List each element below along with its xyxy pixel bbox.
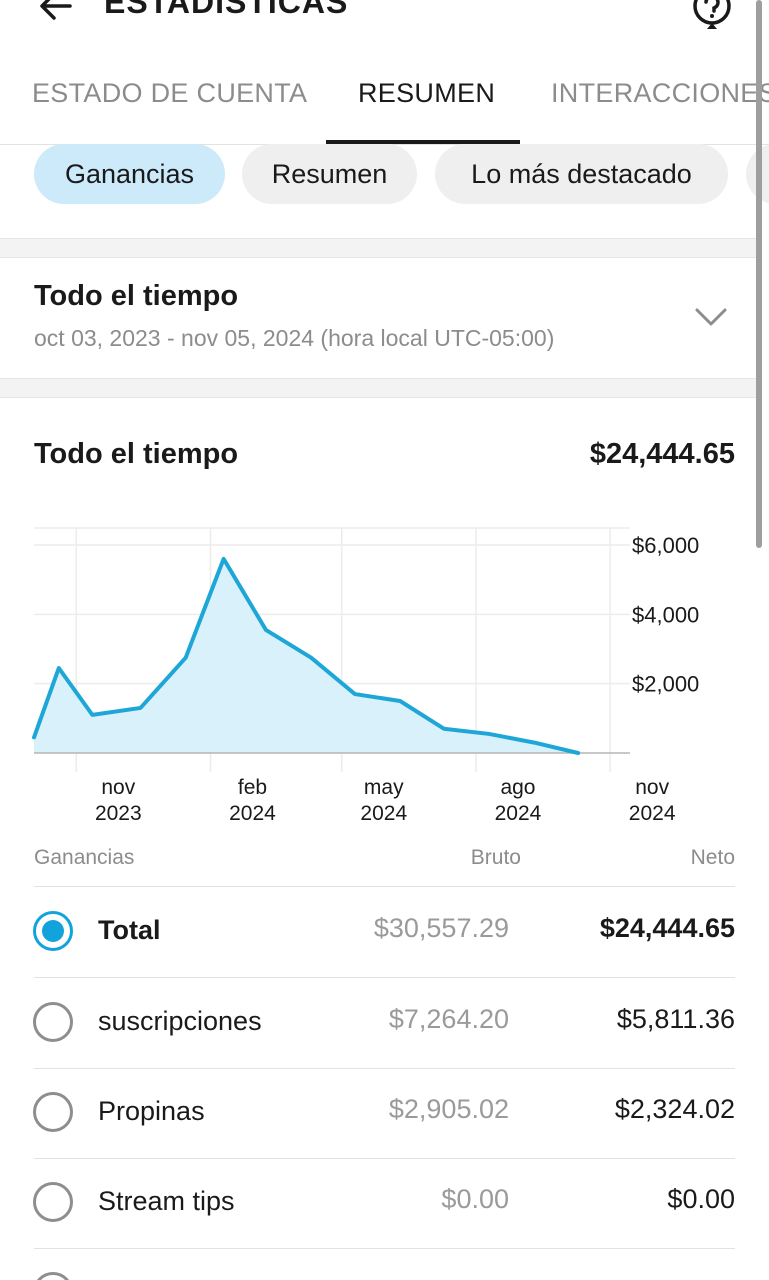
x-tick-month: nov <box>101 776 135 799</box>
x-tick-year: 2024 <box>629 802 676 825</box>
x-tick-year: 2024 <box>495 802 542 825</box>
chevron-down-icon[interactable] <box>693 303 729 331</box>
row-name: Total <box>98 915 161 945</box>
summary-label: Todo el tiempo <box>34 438 239 470</box>
range-title: Todo el tiempo <box>34 280 239 312</box>
radio-next-row[interactable] <box>33 1272 73 1280</box>
radio-propinas[interactable] <box>33 1092 73 1132</box>
tab-bar: ESTADO DE CUENTA RESUMEN INTERACCIONES <box>0 62 769 145</box>
radio-suscripciones[interactable] <box>33 1002 73 1042</box>
x-tick-month: ago <box>500 776 535 799</box>
x-tick-year: 2024 <box>229 802 276 825</box>
y-tick-label: $2,000 <box>632 672 699 697</box>
x-tick-month: may <box>364 776 404 799</box>
section-divider <box>0 238 760 258</box>
row-gross: $0.00 <box>441 1184 509 1214</box>
x-tick-month: nov <box>635 776 669 799</box>
x-tick-year: 2023 <box>95 802 142 825</box>
table-row[interactable]: suscripciones $7,264.20 $5,811.36 <box>0 978 769 1068</box>
row-net: $24,444.65 <box>599 913 735 943</box>
x-tick-month: feb <box>238 776 267 799</box>
row-divider <box>34 886 735 887</box>
app-header: ESTADÍSTICAS <box>0 0 769 30</box>
help-circle-icon[interactable] <box>690 0 734 30</box>
row-net: $5,811.36 <box>616 1004 735 1034</box>
summary-value: $24,444.65 <box>589 438 735 470</box>
column-header-bruto: Bruto <box>470 846 521 869</box>
table-row[interactable] <box>0 1248 769 1280</box>
earnings-chart: $6,000 $4,000 $2,000 nov 2023 feb 2024 may 2024 a… <box>32 527 699 825</box>
row-name: Propinas <box>98 1096 205 1126</box>
chip-ganancias[interactable]: Ganancias <box>34 144 225 204</box>
row-name: Stream tips <box>98 1186 235 1216</box>
chip-lo-mas-destacado[interactable]: Lo más destacado <box>435 144 728 204</box>
column-header-neto: Neto <box>690 846 735 869</box>
scrollbar[interactable] <box>756 0 762 548</box>
active-tab-indicator <box>326 140 520 144</box>
filter-chips: Ganancias Resumen Lo más destacado <box>0 144 769 236</box>
row-net: $2,324.02 <box>614 1094 735 1124</box>
table-row[interactable]: Stream tips $0.00 $0.00 <box>0 1158 769 1248</box>
row-divider <box>34 1068 735 1069</box>
row-divider <box>34 977 735 978</box>
table-row[interactable]: Propinas $2,905.02 $2,324.02 <box>0 1068 769 1158</box>
x-tick-year: 2024 <box>360 802 407 825</box>
row-gross: $2,905.02 <box>388 1094 509 1124</box>
radio-total[interactable] <box>33 911 73 951</box>
tab-estado-de-cuenta[interactable]: ESTADO DE CUENTA <box>32 78 308 108</box>
y-tick-label: $4,000 <box>632 602 699 627</box>
row-divider <box>34 1158 735 1159</box>
column-header-ganancias: Ganancias <box>34 846 135 869</box>
y-tick-label: $6,000 <box>632 533 699 558</box>
radio-stream-tips[interactable] <box>33 1182 73 1222</box>
series-line <box>32 556 581 755</box>
tab-interacciones[interactable]: INTERACCIONES <box>551 78 769 108</box>
page-title: ESTADÍSTICAS <box>104 0 349 20</box>
chip-resumen[interactable]: Resumen <box>242 144 417 204</box>
row-name: suscripciones <box>98 1006 262 1036</box>
section-divider <box>0 378 760 398</box>
row-net: $0.00 <box>667 1184 735 1214</box>
tab-resumen[interactable]: RESUMEN <box>358 78 496 108</box>
row-gross: $30,557.29 <box>373 913 509 943</box>
range-subtitle: oct 03, 2023 - nov 05, 2024 (hora local … <box>34 325 555 351</box>
arrow-left-icon[interactable] <box>36 0 76 26</box>
row-divider <box>34 1248 735 1249</box>
row-gross: $7,264.20 <box>388 1004 509 1034</box>
table-row[interactable]: Total $30,557.29 $24,444.65 <box>0 887 769 977</box>
